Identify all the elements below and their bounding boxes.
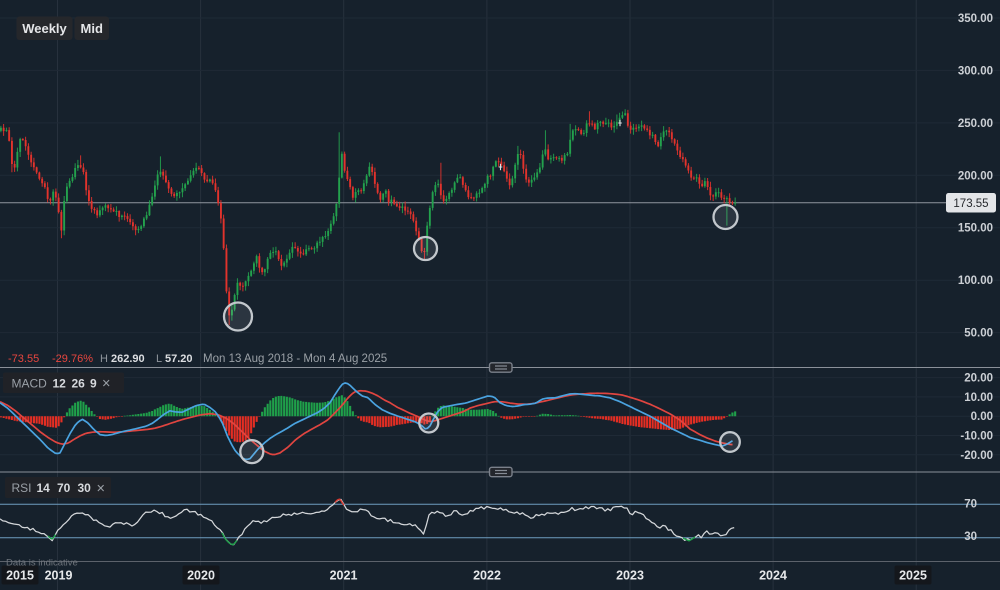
svg-text:200.00: 200.00 [958, 170, 993, 182]
svg-text:150.00: 150.00 [958, 223, 993, 235]
svg-text:L: L [156, 353, 162, 365]
svg-text:-73.55: -73.55 [8, 353, 39, 365]
svg-text:-20.00: -20.00 [960, 450, 993, 462]
svg-text:70: 70 [57, 481, 71, 495]
svg-text:173.55: 173.55 [953, 198, 988, 210]
svg-text:262.90: 262.90 [111, 353, 145, 365]
svg-text:0.00: 0.00 [971, 411, 993, 423]
svg-text:2020: 2020 [187, 569, 215, 583]
svg-text:Weekly: Weekly [22, 21, 67, 36]
svg-text:MACD: MACD [12, 377, 48, 391]
svg-text:9: 9 [90, 377, 97, 391]
svg-text:57.20: 57.20 [165, 353, 193, 365]
svg-text:2015: 2015 [6, 569, 34, 583]
svg-text:10.00: 10.00 [964, 392, 993, 404]
svg-text:12: 12 [53, 377, 67, 391]
svg-text:100.00: 100.00 [958, 275, 993, 287]
svg-text:×: × [97, 481, 105, 497]
svg-text:2021: 2021 [330, 569, 358, 583]
svg-text:H: H [100, 353, 108, 365]
svg-text:350.00: 350.00 [958, 13, 993, 25]
svg-text:250.00: 250.00 [958, 118, 993, 130]
svg-text:20.00: 20.00 [964, 373, 993, 385]
svg-text:26: 26 [72, 377, 86, 391]
svg-text:Data is indicative: Data is indicative [6, 558, 78, 569]
svg-text:2022: 2022 [473, 569, 501, 583]
svg-text:Mid: Mid [81, 21, 103, 36]
svg-text:RSI: RSI [12, 481, 32, 495]
svg-text:2023: 2023 [616, 569, 644, 583]
svg-text:-10.00: -10.00 [960, 431, 993, 443]
svg-text:30: 30 [78, 481, 92, 495]
svg-text:×: × [102, 376, 110, 392]
svg-text:300.00: 300.00 [958, 65, 993, 77]
svg-text:2019: 2019 [45, 569, 73, 583]
svg-text:70: 70 [964, 499, 977, 511]
svg-text:2024: 2024 [759, 569, 787, 583]
svg-text:30: 30 [964, 531, 977, 543]
svg-text:50.00: 50.00 [964, 328, 993, 340]
svg-text:14: 14 [37, 481, 51, 495]
svg-text:-29.76%: -29.76% [52, 353, 93, 365]
svg-text:2025: 2025 [899, 569, 927, 583]
svg-text:Mon 13 Aug 2018 - Mon 4 Aug 20: Mon 13 Aug 2018 - Mon 4 Aug 2025 [203, 353, 387, 365]
